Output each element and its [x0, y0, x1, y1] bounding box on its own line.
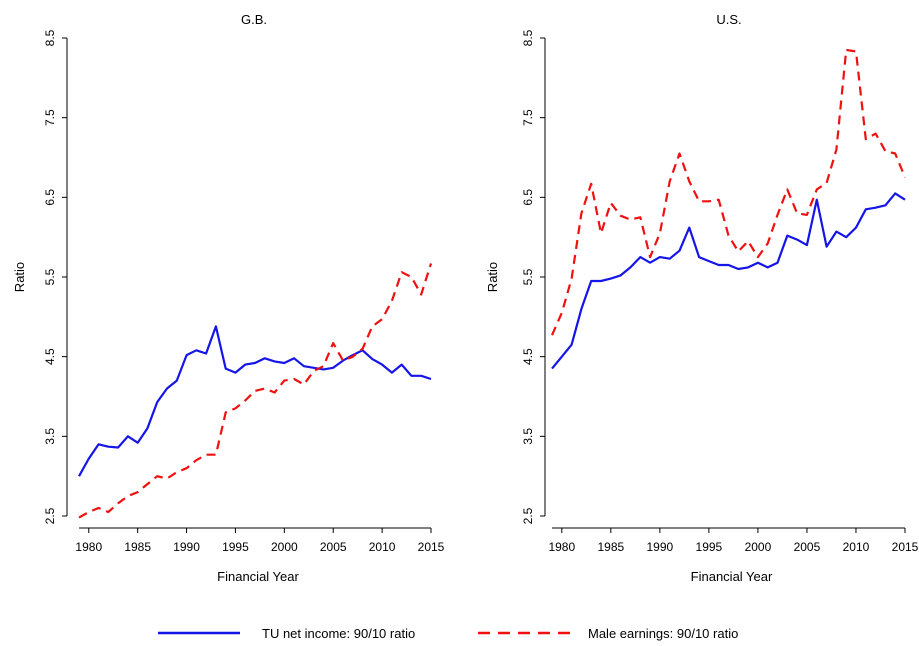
- y-tick-label: 2.5: [43, 507, 57, 524]
- x-tick-label: 1990: [647, 540, 674, 554]
- panel-us: U.S. 2.5 3.5 4.5 5.5 6.5 7.5 8.5 Ratio 1980 1985 19…: [485, 12, 919, 584]
- x-tick-label: 1985: [124, 540, 151, 554]
- series-line-tu-net-income-90-10-ratio: [551, 192, 906, 370]
- y-tick-label: 4.5: [521, 348, 535, 365]
- y-tick-label: 2.5: [521, 507, 535, 524]
- x-axis-label: Financial Year: [691, 569, 773, 584]
- x-tick-label: 2015: [892, 540, 919, 554]
- series-line-tu-net-income-90-10-ratio: [78, 325, 432, 477]
- x-tick-label: 2010: [843, 540, 870, 554]
- x-tick-label: 1980: [548, 540, 575, 554]
- y-tick-label: 4.5: [43, 348, 57, 365]
- x-tick-label: 2000: [271, 540, 298, 554]
- legend-label-male-earnings: Male earnings: 90/10 ratio: [588, 626, 738, 641]
- y-tick-label: 7.5: [43, 109, 57, 126]
- x-tick-label: 1995: [222, 540, 249, 554]
- legend-label-tu-net-income: TU net income: 90/10 ratio: [262, 626, 415, 641]
- x-tick-label: 1980: [75, 540, 102, 554]
- y-tick-label: 6.5: [521, 189, 535, 206]
- series-line-male-earnings-90-10-ratio: [78, 263, 433, 519]
- x-tick-label: 2010: [369, 540, 396, 554]
- y-tick-label: 8.5: [43, 29, 57, 46]
- x-axis-label: Financial Year: [217, 569, 299, 584]
- y-axis-label: Ratio: [485, 262, 500, 292]
- y-axis-label: Ratio: [12, 262, 27, 292]
- legend: TU net income: 90/10 ratio Male earnings…: [158, 626, 738, 641]
- y-tick-label: 5.5: [43, 268, 57, 285]
- x-tick-label: 2000: [745, 540, 772, 554]
- x-tick-label: 2015: [418, 540, 445, 554]
- x-tick-label: 1985: [597, 540, 624, 554]
- chart-title: G.B.: [241, 12, 267, 27]
- panel-gb: G.B. 2.5 3.5 4.5 5.5 6.5 7.5 8.5 Ratio 1980 1985 19…: [12, 12, 445, 584]
- chart-title: U.S.: [716, 12, 741, 27]
- x-tick-label: 1990: [173, 540, 200, 554]
- y-tick-label: 5.5: [521, 268, 535, 285]
- series-line-male-earnings-90-10-ratio: [550, 48, 907, 336]
- x-tick-label: 2005: [320, 540, 347, 554]
- y-tick-label: 3.5: [521, 428, 535, 445]
- y-tick-label: 7.5: [521, 109, 535, 126]
- y-tick-label: 3.5: [43, 428, 57, 445]
- x-tick-label: 2005: [794, 540, 821, 554]
- x-tick-label: 1995: [696, 540, 723, 554]
- y-tick-label: 6.5: [43, 189, 57, 206]
- y-tick-label: 8.5: [521, 29, 535, 46]
